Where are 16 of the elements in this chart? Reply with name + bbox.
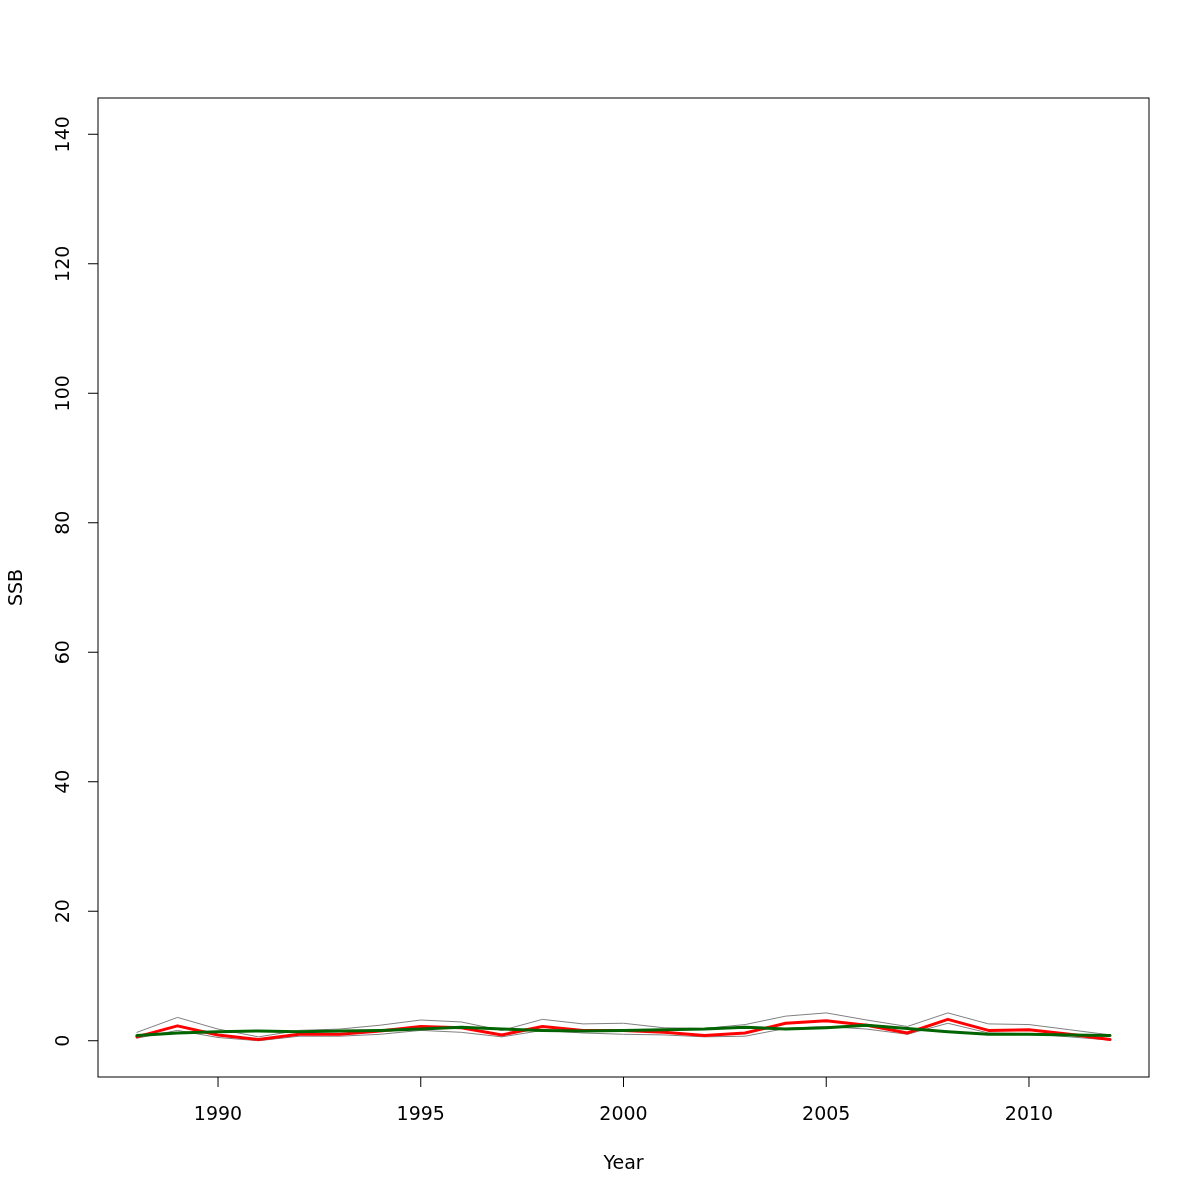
line-series [135, 1023, 1112, 1038]
x-tick-label: 2005 [802, 1102, 851, 1124]
y-tick-label: 100 [51, 375, 73, 412]
x-tick-label: 1995 [396, 1102, 445, 1124]
y-tick-label: 80 [51, 510, 73, 535]
y-axis-title: SSB [4, 568, 26, 607]
y-tick-label: 0 [51, 1034, 73, 1047]
y-tick-label: 140 [51, 116, 73, 153]
y-tick-label: 60 [51, 640, 73, 665]
y-tick-label: 120 [51, 245, 73, 282]
y-tick-label: 40 [51, 769, 73, 794]
x-tick-label: 2000 [599, 1102, 648, 1124]
x-tick-label: 2010 [1004, 1102, 1054, 1124]
y-tick-label: 20 [51, 899, 73, 924]
x-tick-label: 1990 [193, 1102, 243, 1124]
x-axis-title: Year [602, 1151, 644, 1173]
